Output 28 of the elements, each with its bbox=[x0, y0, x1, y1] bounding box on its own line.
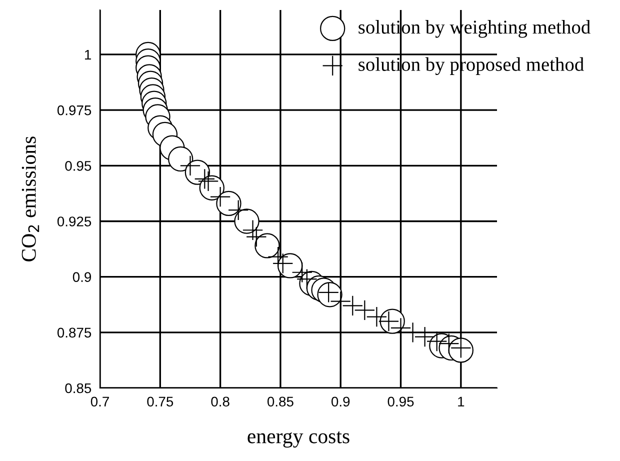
point bbox=[234, 208, 260, 234]
x-tick-label: 0.75 bbox=[147, 396, 174, 407]
x-tick-label: 0.85 bbox=[267, 396, 294, 407]
point bbox=[354, 300, 376, 321]
y-tick-label: 1 bbox=[85, 50, 91, 60]
point bbox=[342, 295, 364, 316]
y-tick-label: 0.85 bbox=[65, 383, 92, 394]
point bbox=[168, 146, 194, 172]
y-tick-label: 0.975 bbox=[57, 105, 92, 116]
x-tick-label: 0.9 bbox=[331, 396, 350, 407]
x-tick-label: 0.7 bbox=[90, 396, 109, 407]
x-axis-title: energy costs bbox=[248, 431, 350, 448]
point bbox=[366, 306, 388, 328]
point bbox=[438, 333, 460, 354]
point bbox=[402, 322, 424, 343]
point bbox=[292, 262, 312, 283]
point bbox=[254, 233, 280, 258]
point bbox=[268, 246, 288, 268]
y-tick-label: 0.925 bbox=[57, 216, 92, 226]
y-tick-label: 0.95 bbox=[65, 160, 92, 171]
x-tick-label: 1 bbox=[458, 396, 464, 406]
point bbox=[414, 326, 436, 348]
x-tick-label: 0.95 bbox=[388, 396, 414, 407]
y-tick-label: 0.875 bbox=[57, 328, 92, 338]
x-tick-label: 0.8 bbox=[211, 396, 230, 407]
y-axis-title: CO$_{2}$ emissions bbox=[22, 136, 40, 262]
y-tick-label: 0.9 bbox=[72, 272, 92, 282]
point bbox=[426, 330, 448, 352]
